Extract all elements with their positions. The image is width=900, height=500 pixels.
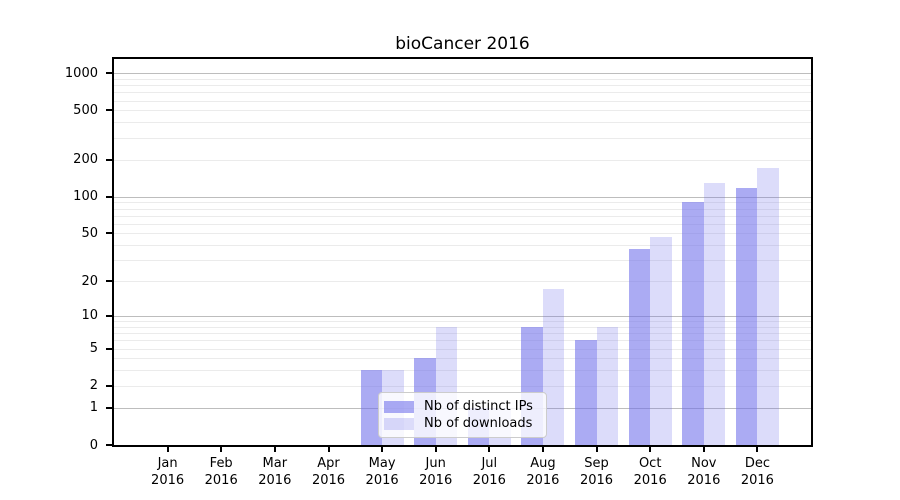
gridline-minor bbox=[114, 122, 811, 124]
y-tick-mark bbox=[106, 347, 112, 350]
y-tick-label: 5 bbox=[89, 341, 98, 357]
gridline-minor bbox=[114, 340, 811, 342]
gridline-minor bbox=[114, 326, 811, 328]
x-tick-label-sep: Sep 2016 bbox=[579, 456, 614, 488]
x-tick-label-may: May 2016 bbox=[365, 456, 399, 488]
x-tick-mark bbox=[595, 447, 598, 452]
gridline-major bbox=[114, 73, 811, 75]
x-tick-label-mar: Mar 2016 bbox=[258, 456, 292, 488]
x-tick-mark bbox=[649, 447, 652, 452]
gridline-minor bbox=[114, 223, 811, 225]
y-tick-mark bbox=[106, 406, 112, 409]
y-tick-mark bbox=[106, 444, 112, 446]
gridline-minor bbox=[114, 85, 811, 87]
gridline-minor bbox=[114, 202, 811, 204]
x-tick-mark bbox=[166, 447, 169, 452]
bar-nb-of-downloads-aug bbox=[542, 289, 565, 445]
legend-label-distinct-ips: Nb of distinct IPs bbox=[424, 399, 533, 414]
plot-area: Nb of distinct IPs Nb of downloads bbox=[114, 59, 811, 445]
gridline-minor bbox=[114, 215, 811, 217]
gridline-minor bbox=[114, 245, 811, 247]
x-tick-label-aug: Aug 2016 bbox=[526, 456, 560, 488]
y-tick-label: 100 bbox=[73, 189, 98, 205]
legend-label-downloads: Nb of downloads bbox=[424, 416, 533, 431]
bar-nb-of-downloads-nov bbox=[703, 182, 726, 445]
y-tick-mark bbox=[106, 280, 112, 283]
y-tick-label: 2 bbox=[89, 378, 98, 394]
bar-nb-of-downloads-sep bbox=[596, 326, 618, 445]
y-tick-label: 1000 bbox=[64, 65, 98, 81]
bar-nb-of-distinct-ips-dec bbox=[735, 188, 758, 445]
gridline-minor bbox=[114, 159, 811, 161]
gridline-minor bbox=[114, 281, 811, 283]
x-tick-mark bbox=[434, 447, 437, 452]
bar-nb-of-distinct-ips-may bbox=[360, 370, 383, 445]
y-tick-label: 1 bbox=[89, 400, 98, 416]
x-tick-mark bbox=[702, 447, 705, 452]
y-tick-mark bbox=[106, 109, 112, 112]
x-tick-label-dec: Dec 2016 bbox=[740, 456, 774, 488]
legend: Nb of distinct IPs Nb of downloads bbox=[378, 392, 547, 438]
bar-nb-of-distinct-ips-oct bbox=[628, 249, 651, 445]
x-tick-label-nov: Nov 2016 bbox=[687, 456, 721, 488]
x-tick-label-jun: Jun 2016 bbox=[419, 456, 453, 488]
bar-nb-of-downloads-dec bbox=[757, 168, 779, 445]
bar-nb-of-distinct-ips-nov bbox=[682, 202, 704, 445]
bar-nb-of-downloads-oct bbox=[650, 236, 672, 445]
legend-item-downloads: Nb of downloads bbox=[384, 416, 539, 431]
gridline-minor bbox=[114, 137, 811, 139]
bar-nb-of-distinct-ips-sep bbox=[575, 340, 597, 445]
y-tick-mark bbox=[106, 158, 112, 161]
y-tick-label: 50 bbox=[81, 225, 98, 241]
gridline-minor bbox=[114, 370, 811, 372]
gridline-minor bbox=[114, 321, 811, 323]
y-tick-mark bbox=[106, 195, 112, 198]
y-tick-label: 500 bbox=[73, 102, 98, 118]
y-tick-mark bbox=[106, 232, 112, 235]
y-tick-label: 10 bbox=[81, 308, 98, 324]
x-tick-mark bbox=[488, 447, 491, 452]
legend-item-distinct-ips: Nb of distinct IPs bbox=[384, 399, 539, 414]
gridline-minor bbox=[114, 110, 811, 112]
gridline-major bbox=[114, 315, 811, 317]
gridline-minor bbox=[114, 100, 811, 102]
chart-title: bioCancer 2016 bbox=[395, 34, 530, 54]
x-tick-label-feb: Feb 2016 bbox=[204, 456, 238, 488]
x-tick-mark bbox=[756, 447, 759, 452]
gridline-minor bbox=[114, 348, 811, 350]
legend-swatch-distinct-ips bbox=[384, 400, 414, 413]
gridline-major bbox=[114, 196, 811, 198]
gridline-minor bbox=[114, 385, 811, 387]
gridline-minor bbox=[114, 333, 811, 335]
x-tick-mark bbox=[541, 447, 544, 452]
x-tick-label-jul: Jul 2016 bbox=[472, 456, 506, 488]
x-tick-mark bbox=[327, 447, 330, 452]
legend-swatch-downloads bbox=[384, 417, 414, 430]
x-tick-label-apr: Apr 2016 bbox=[311, 456, 346, 488]
x-tick-mark bbox=[273, 447, 276, 452]
gridline-minor bbox=[114, 260, 811, 262]
x-tick-mark bbox=[220, 447, 223, 452]
gridline-minor bbox=[114, 78, 811, 80]
y-tick-label: 200 bbox=[73, 152, 98, 167]
y-tick-mark bbox=[106, 384, 112, 387]
gridline-minor bbox=[114, 92, 811, 94]
x-tick-mark bbox=[381, 447, 384, 452]
gridline-minor bbox=[114, 208, 811, 210]
y-tick-label: 0 bbox=[89, 437, 98, 453]
y-tick-label: 20 bbox=[81, 273, 98, 289]
x-tick-label-jan: Jan 2016 bbox=[151, 456, 185, 488]
y-tick-mark bbox=[106, 314, 112, 317]
y-tick-mark bbox=[106, 72, 112, 75]
x-tick-label-oct: Oct 2016 bbox=[633, 456, 667, 488]
gridline-minor bbox=[114, 358, 811, 360]
gridline-minor bbox=[114, 233, 811, 235]
